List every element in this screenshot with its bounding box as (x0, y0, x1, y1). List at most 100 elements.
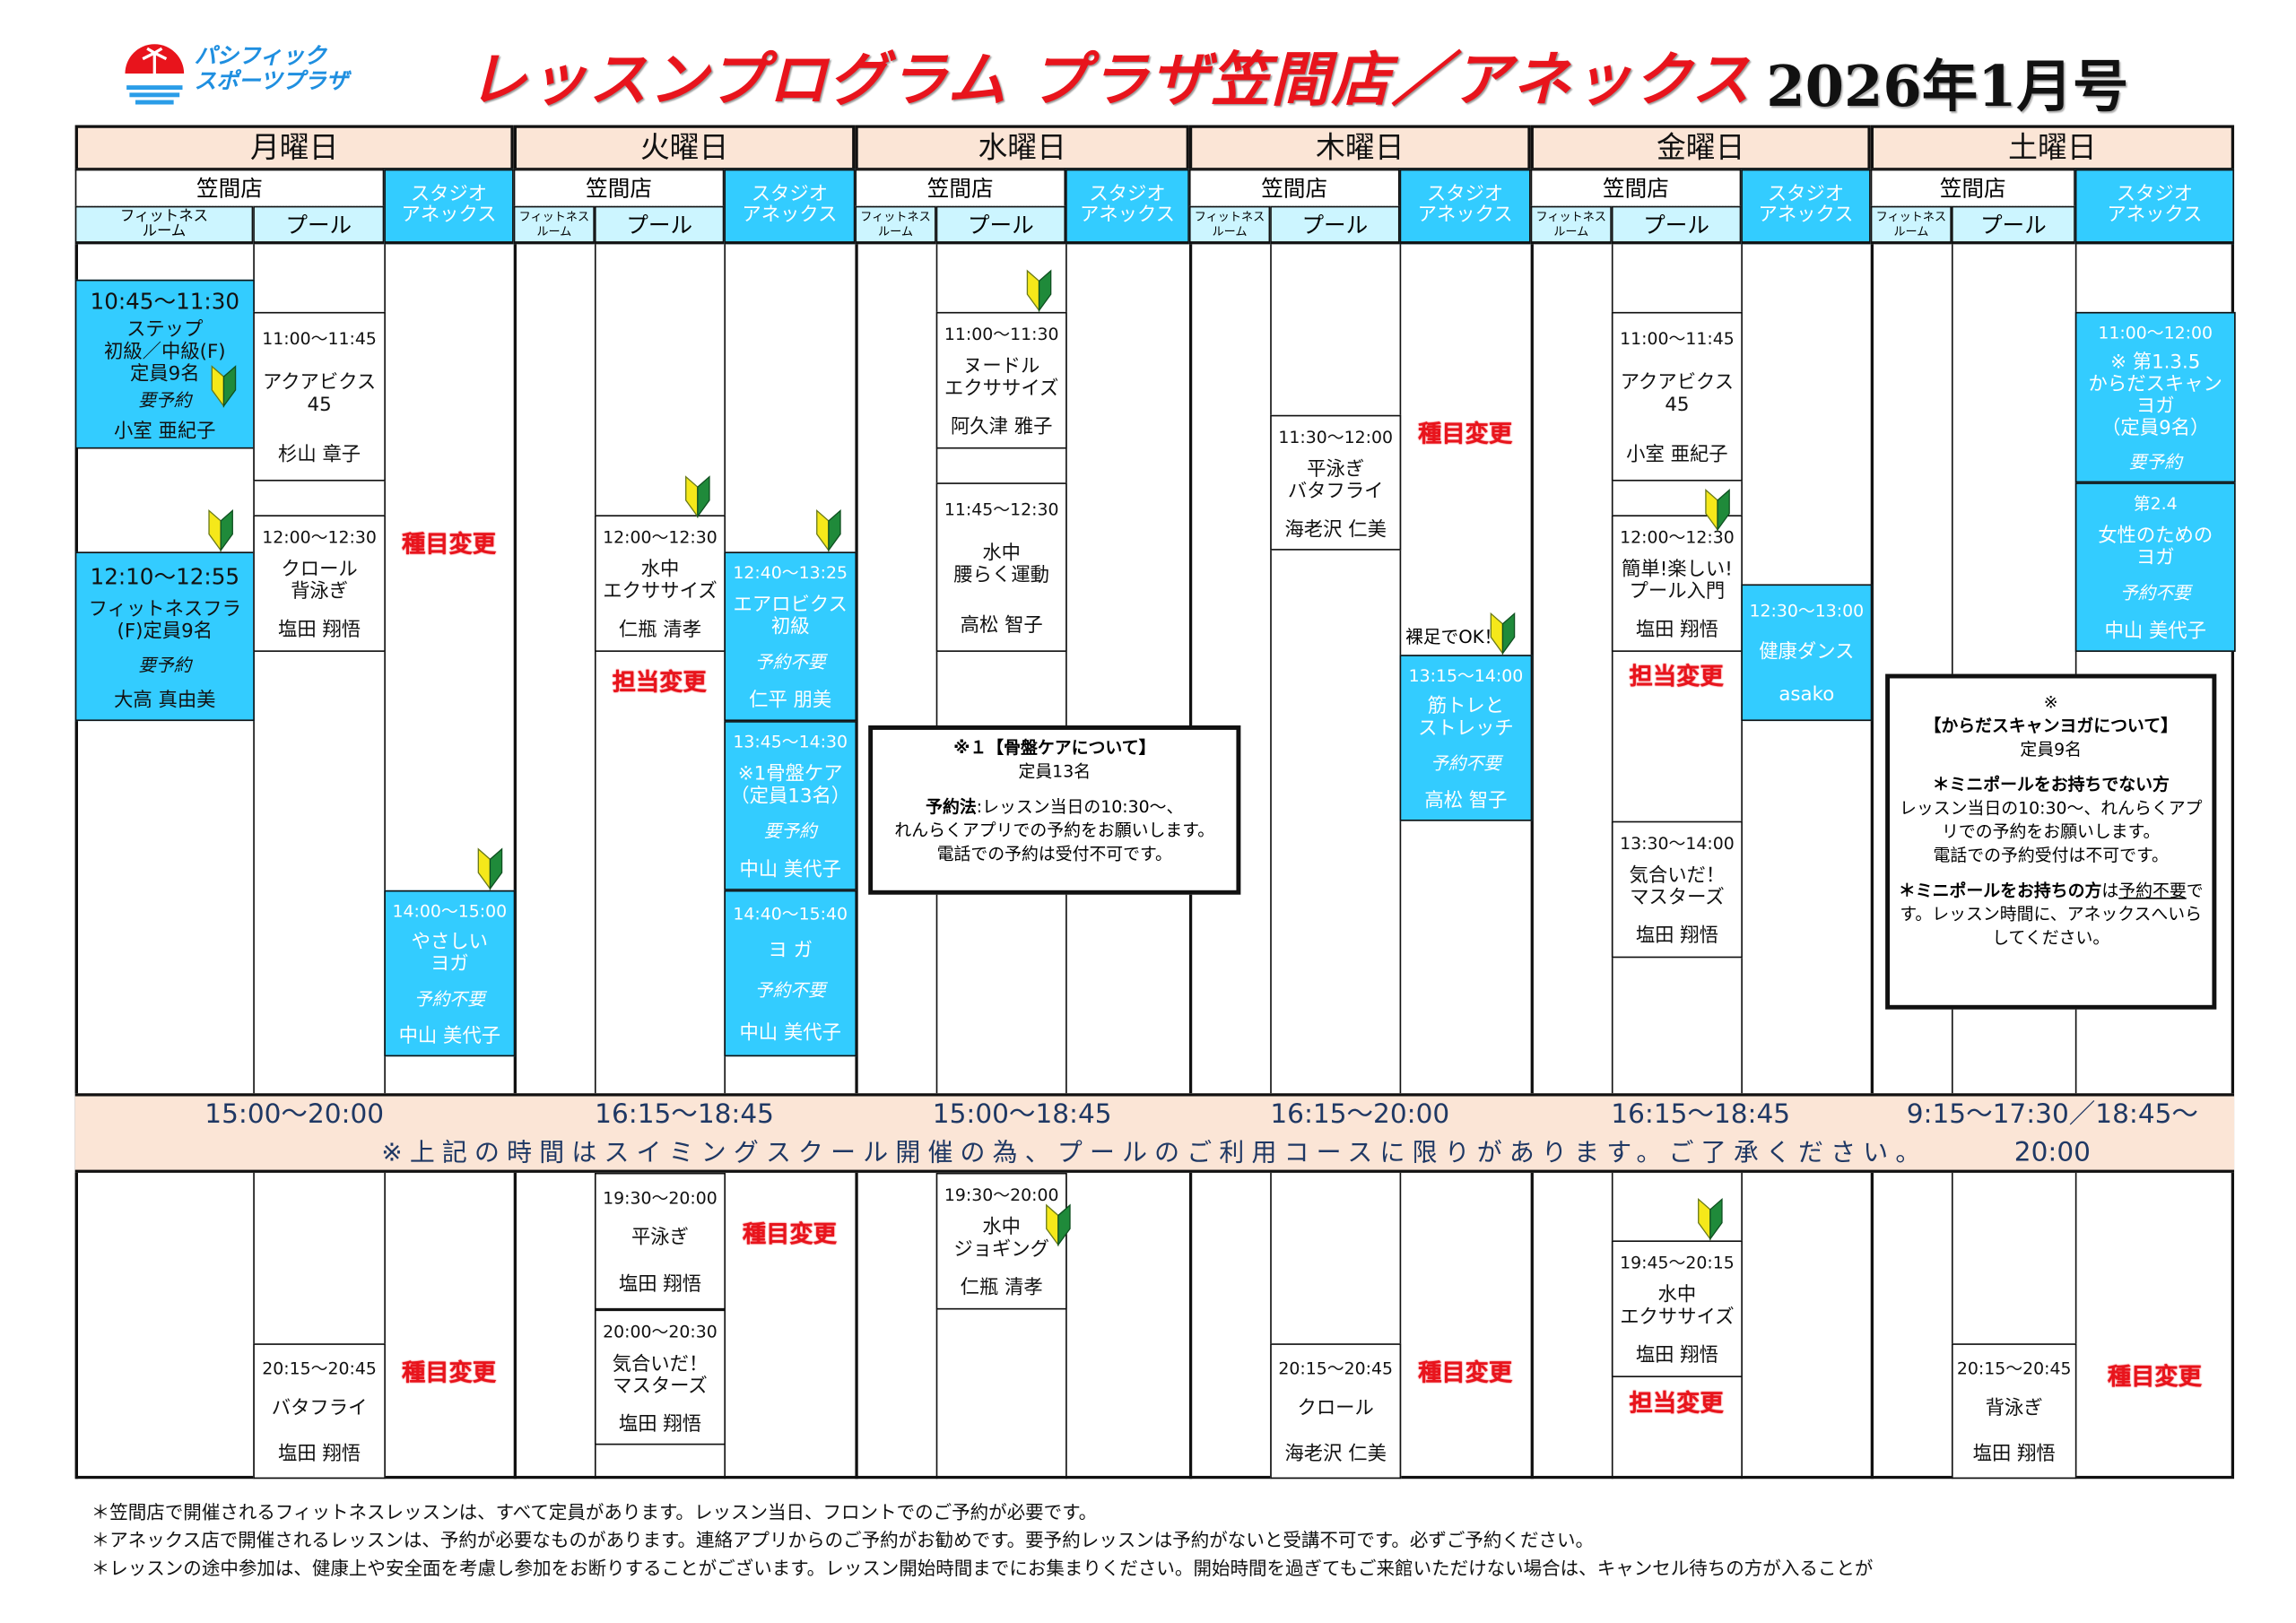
lesson-title: 気合いだ！ マスターズ (612, 1352, 709, 1398)
lesson-instructor: 塩田 翔悟 (278, 620, 361, 642)
beginner-mark-icon (1026, 268, 1053, 313)
lesson-block[interactable]: 13:45～14:30 ※1骨盤ケア （定員13名） 要予約 中山 美代子 (724, 721, 857, 890)
day-header: 月曜日 (74, 125, 514, 171)
lesson-time: 12:00～12:30 (262, 525, 377, 547)
note-method-label: 予約法 (926, 795, 977, 817)
lesson-instructor: asako (1779, 684, 1835, 707)
lesson-reservation: 要予約 (2128, 452, 2182, 473)
column-divider (384, 242, 386, 1094)
lesson-block[interactable]: 11:00～12:00 ※ 第1.3.5 からだスキャン ヨガ （定員9名） 要予約 (2074, 311, 2236, 483)
lesson-block[interactable]: 11:00～11:30 ヌードル エクササイズ 阿久津 雅子 (935, 311, 1067, 449)
column-divider (855, 1172, 858, 1480)
lesson-title: 水中 エクササイズ (603, 559, 718, 603)
pool-header: プール (253, 205, 385, 245)
lesson-block[interactable]: 12:00～12:30 簡単!楽しい! プール入門 塩田 翔悟 (1611, 515, 1743, 652)
lesson-block[interactable]: 19:45～20:15 水中 エクササイズ 塩田 翔悟 (1611, 1240, 1743, 1377)
footer-note: ＊レッスンの途中参加は、健康上や安全面を考慮し参加をお断りすることがございます。… (91, 1557, 1874, 1579)
studio-annex-header: スタジオ アネックス (1399, 169, 1531, 245)
lesson-block[interactable]: 13:15～14:00 筋トレと ストレッチ 予約不要 高松 智子 (1399, 655, 1533, 821)
day-header: 金曜日 (1530, 125, 1871, 171)
lesson-title: アクアビクス 45 (262, 372, 377, 417)
shop-header: 笠間店 (855, 169, 1066, 208)
pool-hours-band (74, 1093, 2235, 1173)
column-divider (1530, 1172, 1534, 1480)
beginner-mark-icon (1704, 487, 1731, 532)
lesson-time: 19:30～20:00 (603, 1187, 718, 1209)
lesson-block[interactable]: 20:15～20:45 クロール 海老沢 仁美 (1270, 1343, 1402, 1480)
lesson-block[interactable]: 14:40～15:40 ヨ ガ予約不要 中山 美代子 (724, 890, 857, 1057)
lesson-instructor: 塩田 翔悟 (618, 1413, 702, 1436)
lesson-reservation: 予約不要 (413, 988, 485, 1010)
note-heading: ※１【骨盤ケアについて】 (953, 737, 1156, 759)
lesson-instructor: 中山 美代子 (739, 1022, 841, 1046)
pool-header: プール (935, 205, 1066, 245)
lesson-title: フィットネスフラ (F)定員9名 (88, 599, 241, 644)
column-divider (1530, 242, 1534, 1094)
fitness-room-header: フィットネス ルーム (1188, 205, 1271, 245)
lesson-block[interactable]: 11:00～11:45 アクアビクス 45 杉山 章子 (253, 311, 386, 482)
lesson-instructor: 中山 美代子 (398, 1025, 501, 1048)
shop-header: 笠間店 (513, 169, 725, 208)
lesson-reservation: 予約不要 (2119, 582, 2191, 603)
pool-header: プール (1611, 205, 1742, 245)
lesson-block[interactable]: 10:45～11:30 ステップ 初級／中級(F) 定員9名 要予約 小室 亜紀子 (74, 279, 255, 449)
pool-hours-time: 15:00～20:00 (204, 1098, 385, 1131)
lesson-block[interactable]: 14:00～15:00 やさしい ヨガ 予約不要 中山 美代子 (384, 890, 516, 1057)
lesson-title: ヨ ガ (768, 940, 813, 963)
lesson-block[interactable]: 12:00～12:30 水中 エクササイズ 仁瓶 清孝 (594, 515, 726, 652)
note-mark: ※ (2043, 691, 2058, 713)
lesson-title: 水中 エクササイズ (1620, 1284, 1735, 1329)
lesson-block[interactable]: 19:30～20:00 水中 ジョギング 仁瓶 清孝 (935, 1172, 1067, 1310)
beginner-mark-icon (1697, 1196, 1724, 1241)
shop-header: 笠間店 (1188, 169, 1400, 208)
day-header: 木曜日 (1188, 125, 1531, 171)
column-divider (1399, 1172, 1402, 1480)
change-notice-label: 種目変更 (401, 529, 497, 558)
lesson-block[interactable]: 12:00～12:30 クロール 背泳ぎ 塩田 翔悟 (253, 515, 386, 652)
lesson-block[interactable]: 12:10～12:55 フィットネスフラ (F)定員9名 要予約 大高 真由美 (74, 551, 255, 722)
lesson-block[interactable]: 第2.4 女性のための ヨガ 予約不要 中山 美代子 (2074, 482, 2236, 652)
pool-header: プール (1270, 205, 1400, 245)
beginner-mark-icon (1045, 1202, 1072, 1247)
lesson-block[interactable]: 13:30～14:00 気合いだ！ マスターズ 塩田 翔悟 (1611, 820, 1743, 959)
lesson-reservation: 要予約 (763, 820, 817, 842)
lesson-time: 14:40～15:40 (733, 903, 848, 924)
lesson-block[interactable]: 20:00～20:30 気合いだ！ マスターズ 塩田 翔悟 (594, 1309, 726, 1445)
lesson-title: ステップ 初級／中級(F) 定員9名 (103, 318, 226, 386)
column-divider (253, 1172, 255, 1480)
pool-hours-time: 9:15～17:30／18:45～20:00 (1906, 1098, 2198, 1168)
change-notice-label: 担当変更 (1629, 1389, 1724, 1418)
column-divider (2074, 1172, 2077, 1480)
beginner-mark-icon (207, 508, 234, 552)
column-divider (935, 1172, 938, 1480)
column-divider (1188, 242, 1193, 1094)
column-divider (513, 1172, 517, 1480)
change-notice-label: 担当変更 (1629, 662, 1724, 690)
lesson-block[interactable]: 11:00～11:45 アクアビクス 45 小室 亜紀子 (1611, 311, 1743, 482)
column-divider (1270, 242, 1272, 1094)
column-divider (1270, 1172, 1272, 1480)
lesson-time: 10:45～11:30 (90, 288, 240, 315)
lesson-block[interactable]: 12:30～13:00 健康ダンス asako (1741, 584, 1873, 722)
studio-annex-header: スタジオ アネックス (724, 169, 856, 245)
fitness-room-header: フィットネス ルーム (74, 205, 254, 245)
note-no-pole-heading: ＊ミニポールをお持ちでない方 (1932, 774, 2170, 795)
lesson-instructor: 杉山 章子 (278, 443, 361, 466)
lesson-time: 12:30～13:00 (1749, 600, 1865, 621)
studio-annex-header: スタジオ アネックス (384, 169, 514, 245)
lesson-block[interactable]: 20:15～20:45 背泳ぎ 塩田 翔悟 (1951, 1343, 2077, 1480)
change-notice-label: 担当変更 (612, 668, 707, 697)
note-capacity: 定員9名 (2020, 738, 2083, 759)
lesson-title: ヌードル エクササイズ (944, 356, 1059, 401)
lesson-instructor: 塩田 翔悟 (1635, 620, 1718, 642)
lesson-block[interactable]: 11:45～12:30 水中 腰らく運動 高松 智子 (935, 482, 1067, 652)
lesson-time: 13:30～14:00 (1620, 832, 1735, 854)
lesson-block[interactable]: 19:30～20:00 平泳ぎ 塩田 翔悟 (594, 1172, 726, 1310)
lesson-block[interactable]: 12:40～13:25 エアロビクス 初級 予約不要 仁平 朋美 (724, 551, 857, 722)
note-pole-mid: は (2101, 880, 2119, 901)
lesson-reservation: 要予約 (138, 654, 192, 675)
lesson-block[interactable]: 20:15～20:45 バタフライ 塩田 翔悟 (253, 1343, 386, 1480)
lesson-instructor: 塩田 翔悟 (618, 1273, 702, 1297)
lesson-block[interactable]: 11:30～12:00 平泳ぎ バタフライ 海老沢 仁美 (1270, 414, 1402, 551)
column-divider (594, 242, 596, 1094)
